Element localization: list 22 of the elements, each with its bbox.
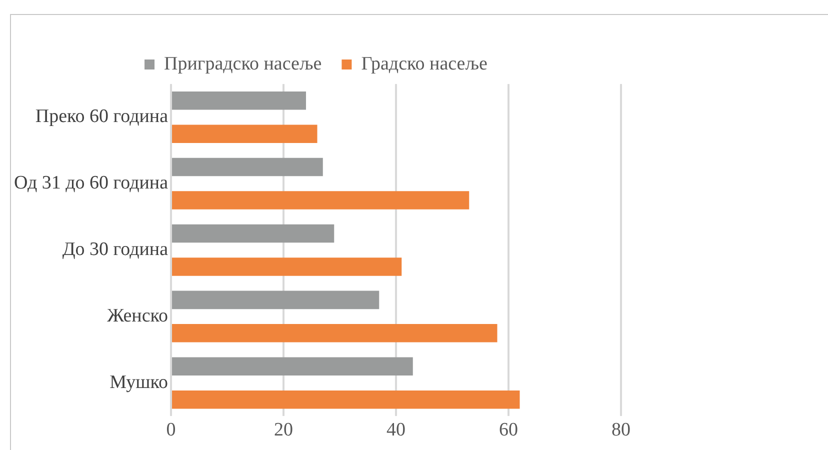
y-tick-label: До 30 година: [62, 239, 169, 260]
bar: [172, 91, 306, 110]
bar: [172, 324, 498, 342]
x-tick-label: 60: [499, 420, 518, 441]
bar: [172, 390, 520, 409]
bar: [172, 258, 402, 276]
bar: [172, 158, 323, 176]
bar: [172, 124, 318, 143]
bar: [172, 224, 334, 243]
x-tick-label: 0: [166, 420, 176, 441]
y-tick-label: Женско: [107, 306, 168, 327]
y-tick-label: Мушко: [110, 372, 168, 393]
legend-label: Градско насеље: [361, 53, 488, 74]
y-tick-label: Преко 60 година: [35, 106, 169, 128]
bar: [172, 191, 470, 210]
legend-label: Приградско насеље: [164, 53, 322, 74]
bar: [172, 290, 380, 310]
bar: [172, 357, 413, 376]
x-tick-label: 40: [386, 420, 406, 441]
x-tick-label: 20: [274, 420, 294, 441]
y-tick-label: Од 31 до 60 година: [14, 172, 169, 194]
x-tick-label: 80: [612, 420, 630, 441]
